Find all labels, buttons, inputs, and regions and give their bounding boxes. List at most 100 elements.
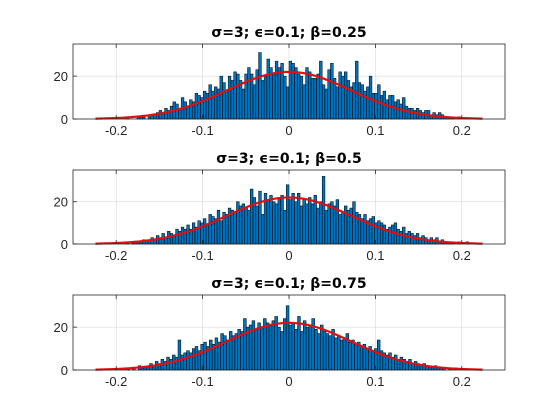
normal-fit-curve: [95, 70, 483, 120]
histogram-bars: [125, 52, 461, 120]
normal-fit-curve: [95, 196, 483, 245]
histogram-bar: [379, 95, 384, 120]
histogram-bar: [379, 222, 384, 245]
histogram-bar: [178, 110, 182, 120]
subplot-2: -0.2 -0.1 0 0.1 0.2 0 20 σ=3; ϵ=0.1; β=0.5: [54, 151, 506, 263]
histogram-bar: [291, 193, 295, 245]
histogram-bar: [236, 201, 240, 245]
histogram-bar: [222, 82, 226, 120]
histogram-bar: [376, 339, 381, 371]
histogram-bar: [334, 337, 338, 371]
histogram-bar: [283, 75, 287, 120]
x-tick-label: 0.1: [366, 374, 384, 389]
histogram-bar: [317, 333, 321, 371]
histogram-bar: [203, 341, 207, 371]
histogram-bar: [230, 80, 234, 120]
histogram-bar: [180, 354, 184, 371]
histogram-bar: [257, 322, 261, 371]
histogram-bar: [258, 190, 262, 245]
x-tick-label: -0.1: [191, 123, 213, 138]
histogram-bar: [177, 339, 182, 371]
histogram-bar: [230, 209, 234, 245]
histogram-bar: [351, 339, 355, 371]
x-tick-label: -0.2: [105, 123, 127, 138]
subplot-title: σ=3; ϵ=0.1; β=0.75: [211, 276, 366, 292]
histogram-bar: [330, 63, 334, 120]
histogram-bar: [183, 352, 187, 371]
histogram-bar: [194, 93, 199, 120]
y-tick-label: 20: [54, 320, 68, 335]
histogram-bar: [402, 97, 406, 120]
histogram-bar: [175, 103, 179, 120]
histogram-bar: [266, 199, 270, 245]
x-tick-label: 0: [285, 123, 292, 138]
histogram-bar: [243, 318, 247, 371]
x-tick-label: 0.1: [366, 248, 384, 263]
histogram-bar: [191, 222, 196, 245]
histogram-bar: [310, 203, 315, 245]
histogram-bar: [408, 359, 412, 371]
histogram-bar: [341, 212, 345, 245]
x-tick-label: -0.1: [191, 374, 213, 389]
histogram-bar: [352, 201, 356, 245]
histogram-bar: [233, 212, 237, 245]
histogram-bar: [393, 101, 398, 120]
histogram-bar: [308, 71, 312, 120]
x-tick-label: 0.2: [453, 248, 471, 263]
histogram-bar: [288, 60, 293, 120]
x-tick-label: 0.2: [453, 374, 471, 389]
histogram-bar: [371, 216, 375, 245]
histogram-bar: [274, 60, 279, 120]
x-tick-label: 0.2: [453, 123, 471, 138]
histogram-bar: [180, 226, 185, 245]
histogram-bar: [331, 329, 335, 371]
histogram-bar: [186, 105, 190, 120]
histogram-bar: [255, 205, 259, 245]
histogram-bar: [354, 344, 358, 371]
histogram-bar: [241, 88, 246, 120]
histogram-bar: [209, 339, 213, 371]
histogram-bar: [339, 339, 344, 371]
histogram-bar: [214, 218, 218, 245]
histogram-bar: [399, 356, 404, 371]
histogram-bar: [200, 344, 204, 371]
histogram-bar: [360, 218, 364, 245]
histogram-bar: [319, 60, 323, 120]
histogram-bar: [254, 329, 258, 371]
histogram-bar: [320, 324, 324, 371]
histogram-bar: [404, 105, 409, 120]
histogram-bar: [261, 214, 265, 245]
histogram-bar: [338, 71, 342, 120]
histogram-bar: [244, 207, 248, 245]
histogram-bar: [194, 346, 199, 371]
x-tick-label: -0.2: [105, 374, 127, 389]
subplot-title: σ=3; ϵ=0.1; β=0.5: [216, 151, 361, 167]
histogram-bar: [316, 207, 320, 245]
histogram-bar: [269, 195, 273, 245]
histogram-bar: [297, 73, 301, 120]
histogram-bar: [359, 346, 364, 371]
histogram-bar: [227, 75, 232, 120]
histogram-bar: [338, 214, 342, 245]
histogram-bar: [291, 322, 295, 371]
histogram-bar: [363, 214, 367, 245]
histogram-bar: [302, 199, 306, 245]
subplot-3: -0.2 -0.1 0 0.1 0.2 0 20 σ=3; ϵ=0.1; β=0.75: [54, 276, 506, 389]
histogram-bar: [225, 90, 229, 120]
histogram-bar: [348, 341, 352, 371]
histogram-bar: [219, 220, 223, 245]
histogram-bar: [197, 95, 201, 120]
histogram-bar: [238, 80, 243, 120]
histogram-bar: [360, 84, 364, 120]
histogram-bar: [288, 324, 293, 371]
histogram-bar: [283, 209, 287, 245]
subplot-title: σ=3; ϵ=0.1; β=0.25: [211, 25, 366, 41]
histogram-bar: [175, 228, 179, 245]
x-tick-label: -0.1: [191, 248, 213, 263]
histogram-bar: [233, 71, 237, 120]
histogram-bar: [337, 335, 341, 371]
histogram-bar: [305, 326, 310, 371]
histogram-bar: [247, 67, 251, 120]
histogram-bar: [300, 331, 304, 371]
